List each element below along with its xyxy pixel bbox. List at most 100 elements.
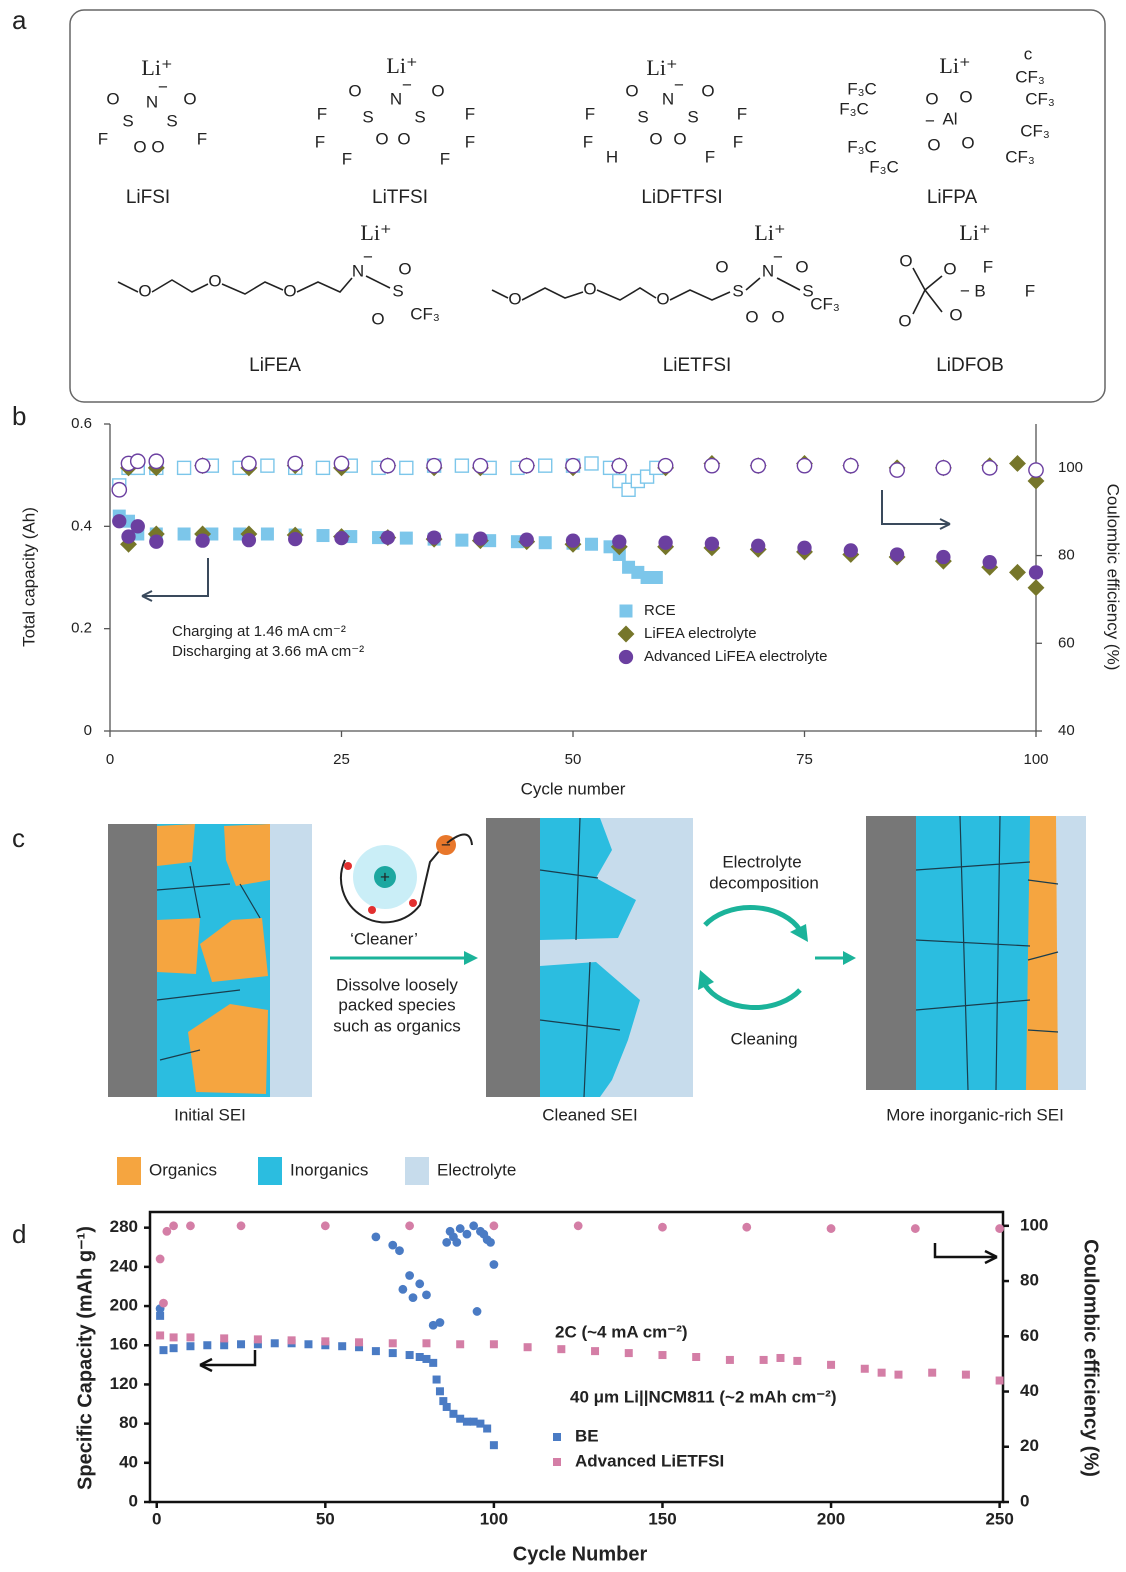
marker	[427, 530, 441, 544]
x-tick-label: 25	[333, 751, 350, 768]
marker	[338, 1342, 346, 1350]
legend-label: Advanced LiETFSI	[575, 1451, 724, 1470]
atom-label: F	[705, 147, 715, 166]
marker	[288, 532, 302, 546]
atom-label: −	[925, 111, 935, 130]
atom-label: S	[392, 281, 403, 300]
marker	[443, 1403, 451, 1411]
marker	[415, 1279, 424, 1288]
marker	[321, 1221, 330, 1230]
ion-charge: −	[441, 835, 451, 854]
atom-label: S	[687, 107, 698, 126]
marker	[170, 1344, 178, 1352]
y-tick-label: 240	[110, 1256, 138, 1275]
atom-label: O	[745, 307, 758, 326]
marker	[911, 1224, 920, 1233]
cycle-text: decomposition	[709, 873, 819, 892]
atom-label: O	[949, 305, 962, 324]
legend-marker	[553, 1433, 561, 1441]
atom-label: CF₃	[1020, 121, 1050, 140]
marker	[149, 535, 163, 549]
atom-label: O	[656, 289, 669, 308]
atom-label: N	[390, 89, 402, 108]
x-axis-label: Cycle Number	[513, 1543, 648, 1565]
marker	[797, 459, 811, 473]
marker	[178, 528, 191, 541]
atom-label: B	[974, 281, 985, 300]
marker	[894, 1371, 902, 1379]
marker	[237, 1340, 245, 1348]
marker	[456, 1340, 464, 1348]
marker	[156, 1331, 164, 1339]
atom-label: F	[465, 132, 475, 151]
figure: a b c d	[0, 0, 1126, 1572]
atom-label: CF₃	[1005, 147, 1035, 166]
marker	[178, 461, 191, 474]
marker	[751, 539, 765, 553]
atom-label: H	[606, 147, 618, 166]
marker	[489, 1221, 498, 1230]
marker	[436, 1318, 445, 1327]
x-tick-label: 100	[480, 1509, 508, 1528]
atom-label: S	[122, 111, 133, 130]
panel-label: d	[12, 1219, 26, 1249]
y2-tick-label: 60	[1020, 1326, 1039, 1345]
atom-label: F	[315, 132, 325, 151]
marker	[1029, 463, 1043, 477]
atom-label: S	[637, 107, 648, 126]
marker	[355, 1338, 363, 1346]
atom-label: O	[138, 281, 151, 300]
marker	[203, 1341, 211, 1349]
atom-label: O	[348, 81, 361, 100]
atom-label: −	[960, 281, 970, 300]
x-tick-label: 0	[152, 1509, 161, 1528]
x-tick-label: 200	[817, 1509, 845, 1528]
atom-label: O	[583, 279, 596, 298]
x-tick-label: 100	[1023, 751, 1048, 768]
marker	[490, 1441, 498, 1449]
y-axis-label: Specific Capacity (mAh g⁻¹)	[74, 1226, 96, 1490]
atom-label: O	[899, 251, 912, 270]
atom-label: F	[733, 132, 743, 151]
legend-label: Organics	[149, 1160, 217, 1179]
marker	[995, 1224, 1004, 1233]
marker	[162, 1227, 171, 1236]
atom-label: CF₃	[1015, 67, 1045, 86]
y-tick-label: 120	[110, 1374, 138, 1393]
panel-label: a	[12, 5, 27, 35]
atom-label: −	[402, 75, 412, 94]
marker	[186, 1333, 194, 1341]
marker	[400, 461, 413, 474]
marker	[316, 529, 329, 542]
y2-tick-label: 60	[1058, 634, 1075, 651]
marker	[195, 459, 209, 473]
marker	[220, 1334, 228, 1342]
marker	[422, 1290, 431, 1299]
annotation: 40 μm Li||NCM811 (~2 mAh cm⁻²)	[570, 1387, 837, 1406]
cycle-text: Cleaning	[730, 1029, 797, 1048]
marker	[878, 1369, 886, 1377]
atom-label: O	[961, 133, 974, 152]
atom-label: S	[414, 107, 425, 126]
atom-label: S	[732, 281, 743, 300]
molecule-name: LiFSI	[126, 187, 170, 208]
atom-label: O	[943, 259, 956, 278]
atom-label: CF₃	[1025, 89, 1055, 108]
y-tick-label: 0	[129, 1491, 138, 1510]
marker	[316, 461, 329, 474]
y-tick-label: 40	[119, 1452, 138, 1471]
marker	[486, 1238, 495, 1247]
marker	[489, 1260, 498, 1269]
step-text: Dissolve loosely	[336, 975, 458, 994]
y-tick-label: 0	[84, 722, 92, 739]
marker	[658, 459, 672, 473]
molecule-name: LiETFSI	[663, 355, 732, 376]
atom-label: O	[208, 271, 221, 290]
inorganic-region	[916, 816, 1030, 1090]
step-text: such as organics	[333, 1016, 461, 1035]
atom-label: O	[183, 89, 196, 108]
atom-label: O	[106, 89, 119, 108]
marker	[442, 1238, 451, 1247]
atom-label: F	[342, 149, 352, 168]
x-axis-label: Cycle number	[521, 779, 626, 798]
